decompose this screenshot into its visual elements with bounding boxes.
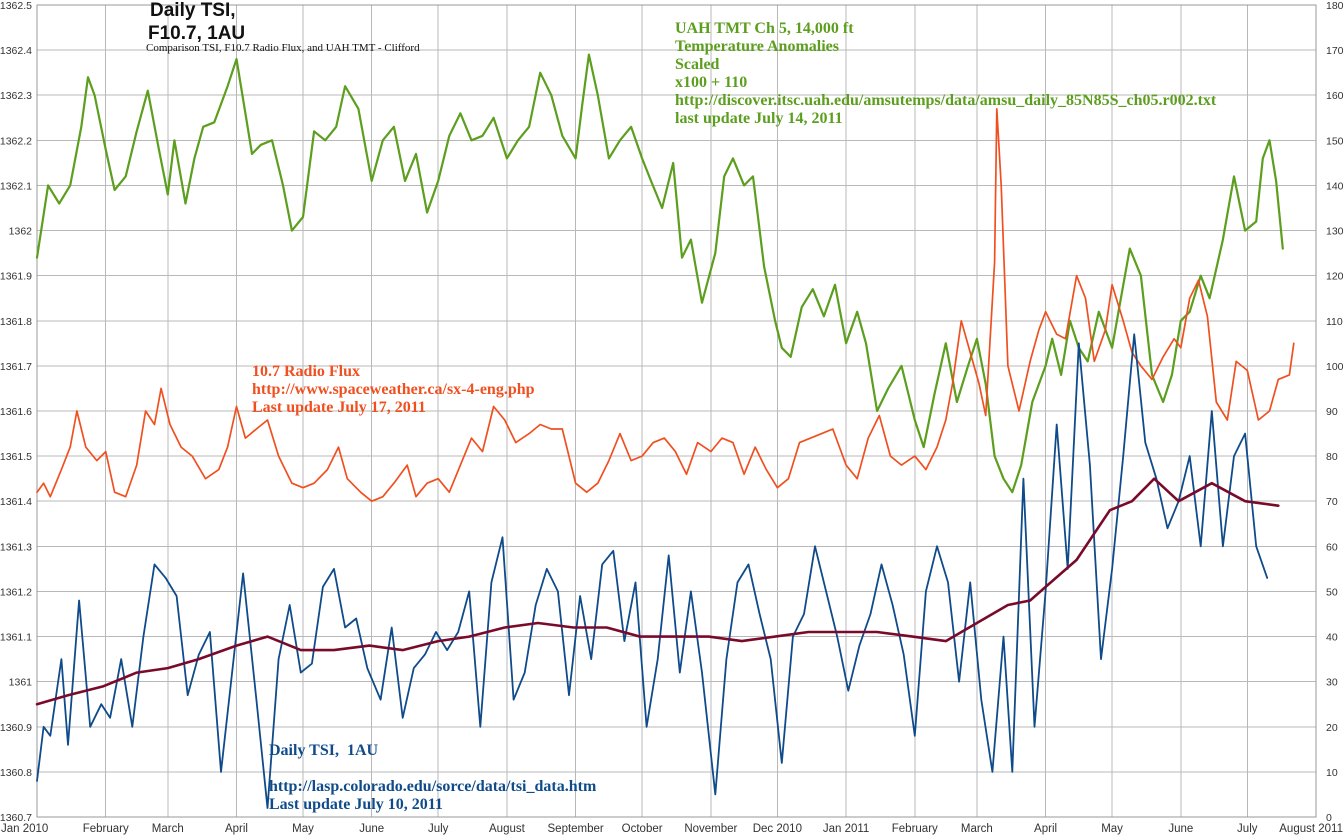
x-axis-tick-labels: Jan 2010 February March April May June July Aug… xyxy=(1,823,1343,835)
left-tick-label: 1362.3 xyxy=(0,90,32,102)
left-tick-label: 1361.3 xyxy=(0,541,32,553)
x-tick-label: August xyxy=(489,823,526,835)
right-tick-label: 140 xyxy=(1326,180,1344,192)
flux-annotation-line-2: http://www.spaceweather.ca/sx-4-eng.php xyxy=(252,381,535,398)
chart-title-line-1: Daily TSI, xyxy=(150,0,236,21)
flux-annotation-line-1: 10.7 Radio Flux xyxy=(252,363,360,380)
x-tick-label: June xyxy=(359,823,384,835)
x-tick-label: March xyxy=(152,823,184,835)
right-tick-label: 60 xyxy=(1326,541,1338,553)
x-tick-label: November xyxy=(684,823,737,835)
left-tick-label: 1362.2 xyxy=(0,135,32,147)
right-tick-label: 180 xyxy=(1326,0,1344,12)
right-tick-label: 10 xyxy=(1326,767,1338,779)
plot-frame xyxy=(36,4,1317,818)
flux-annotation-line-3: Last update July 17, 2011 xyxy=(252,399,426,416)
tsi-annotation-line-1: Daily TSI, 1AU xyxy=(269,742,379,759)
left-tick-label: 1361.8 xyxy=(0,316,32,328)
x-tick-label: June xyxy=(1168,823,1193,835)
tsi-annotation: Daily TSI, 1AU http://lasp.colorado.edu/… xyxy=(269,742,597,813)
left-tick-label: 1361.7 xyxy=(0,361,32,373)
series-line-tsi xyxy=(36,333,1269,809)
x-tick-label: May xyxy=(1101,823,1123,835)
right-tick-label: 150 xyxy=(1326,135,1344,147)
chart-title-line-2: F10.7, 1AU xyxy=(148,23,245,44)
right-tick-label: 90 xyxy=(1326,406,1338,418)
right-tick-label: 130 xyxy=(1326,226,1344,238)
right-axis-tick-labels: 0 10 20 30 40 50 60 70 80 90 100 110 120 130 140 150 160… xyxy=(1326,0,1344,824)
right-tick-label: 170 xyxy=(1326,45,1344,57)
x-tick-label: February xyxy=(83,823,129,835)
left-tick-label: 1360.8 xyxy=(0,767,32,779)
uah-annotation-line-4: x100 + 110 xyxy=(675,74,747,91)
left-tick-label: 1361.9 xyxy=(0,271,32,283)
left-tick-label: 1361.5 xyxy=(0,451,32,463)
chart-subtitle: Comparison TSI, F10.7 Radio Flux, and UA… xyxy=(146,42,420,54)
x-tick-label: May xyxy=(292,823,314,835)
right-tick-label: 20 xyxy=(1326,722,1338,734)
uah-annotation-line-5: http://discover.itsc.uah.edu/amsutemps/d… xyxy=(675,92,1217,109)
flux-annotation: 10.7 Radio Flux http://www.spaceweather.… xyxy=(252,363,535,416)
x-tick-label: July xyxy=(428,823,449,835)
x-tick-label: March xyxy=(961,823,993,835)
left-tick-label: 1361.4 xyxy=(0,496,32,508)
right-tick-label: 50 xyxy=(1326,586,1338,598)
right-tick-label: 100 xyxy=(1326,361,1344,373)
x-tick-label: April xyxy=(225,823,248,835)
uah-annotation-line-6: last update July 14, 2011 xyxy=(675,110,843,127)
tsi-annotation-line-4: Last update July 10, 2011 xyxy=(269,796,443,813)
uah-annotation-line-1: UAH TMT Ch 5, 14,000 ft xyxy=(675,20,854,37)
left-tick-label: 1361.1 xyxy=(0,632,32,644)
x-tick-label: September xyxy=(548,823,604,835)
right-tick-label: 110 xyxy=(1326,316,1343,328)
x-tick-label: July xyxy=(1237,823,1258,835)
right-tick-label: 30 xyxy=(1326,677,1338,689)
left-tick-label: 1361.6 xyxy=(0,406,32,418)
left-tick-label: 1360.9 xyxy=(0,722,32,734)
left-tick-label: 1360.7 xyxy=(0,812,32,824)
left-tick-label: 1361.2 xyxy=(0,586,32,598)
x-tick-label: February xyxy=(892,823,938,835)
right-tick-label: 70 xyxy=(1326,496,1338,508)
right-tick-label: 80 xyxy=(1326,451,1338,463)
series-line-tsi_avg xyxy=(35,477,1280,706)
right-tick-label: 160 xyxy=(1326,90,1344,102)
series-layer xyxy=(35,53,1295,809)
x-tick-label: August 2011 xyxy=(1279,823,1343,835)
right-tick-label: 120 xyxy=(1326,271,1344,283)
x-tick-label: Dec 2010 xyxy=(753,823,802,835)
x-tick-label: October xyxy=(622,823,663,835)
tsi-annotation-line-3: http://lasp.colorado.edu/sorce/data/tsi_… xyxy=(269,778,597,795)
left-tick-label: 1361 xyxy=(9,677,33,689)
uah-annotation-line-3: Scaled xyxy=(675,56,720,73)
left-tick-label: 1362.1 xyxy=(0,180,32,192)
x-tick-label: April xyxy=(1034,823,1057,835)
left-tick-label: 1362.4 xyxy=(0,45,32,57)
left-tick-label: 1362 xyxy=(9,226,33,238)
series-line-flux xyxy=(36,107,1295,503)
series-line-uah xyxy=(35,53,1284,494)
uah-annotation-line-2: Temperature Anomalies xyxy=(675,38,839,55)
uah-annotation: UAH TMT Ch 5, 14,000 ft Temperature Anom… xyxy=(675,20,1217,127)
left-axis-tick-labels: 1360.7 1360.8 1360.9 1361 1361.1 1361.2 1361.3… xyxy=(0,0,32,824)
x-tick-label: Jan 2011 xyxy=(823,823,869,835)
left-tick-label: 1362.5 xyxy=(0,0,32,12)
x-tick-label: Jan 2010 xyxy=(1,823,48,835)
right-tick-label: 0 xyxy=(1326,812,1332,824)
right-tick-label: 40 xyxy=(1326,632,1338,644)
